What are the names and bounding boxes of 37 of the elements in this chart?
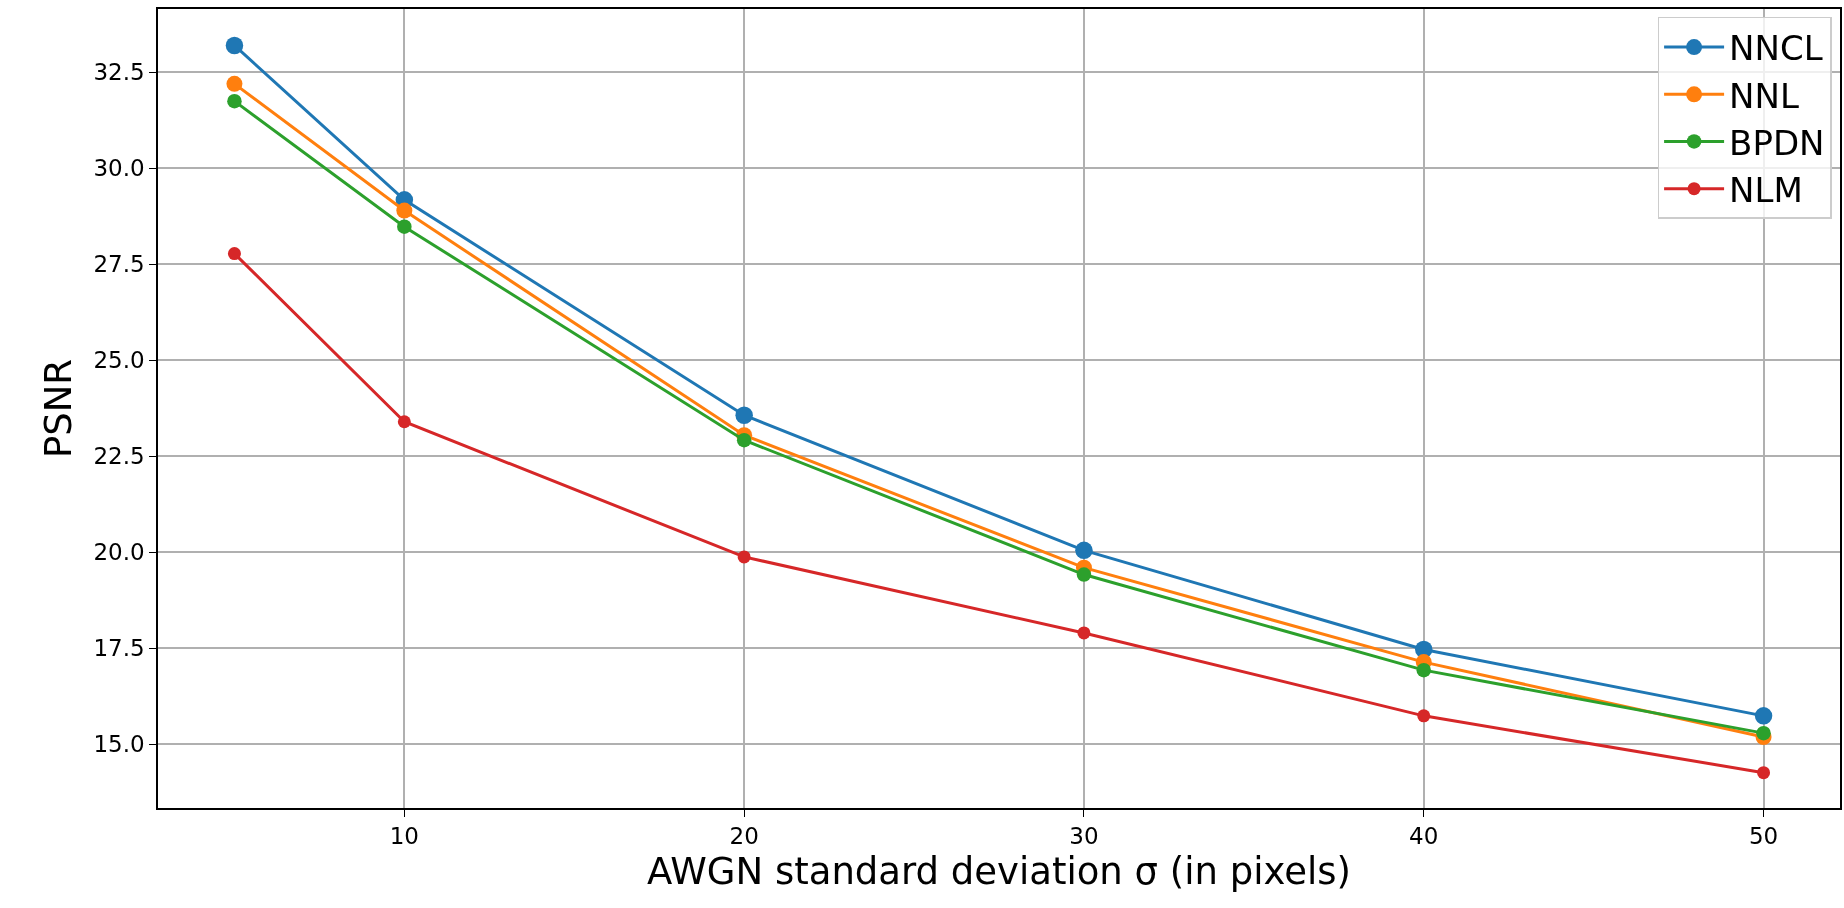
point [226,75,243,92]
y-tick-label: 27.5 [93,251,145,278]
y-tick-label: 32.5 [93,59,145,86]
y-tick-label: 30.0 [93,155,145,182]
point [396,202,413,219]
y-tick-label: 15.0 [93,731,145,758]
point [1416,662,1431,678]
point [1075,541,1093,560]
legend-label: BPDN [1729,122,1825,163]
point [1756,725,1771,741]
point [397,415,411,429]
x-axis-title: AWGN standard deviation σ (in pixels) [646,850,1352,894]
x-tick-label: 20 [729,823,759,850]
y-tick-label: 17.5 [93,635,145,662]
point [736,432,752,448]
point [1754,707,1773,725]
y-axis-title: PSNR [37,358,81,459]
point [225,36,244,55]
point [735,406,753,424]
y-tick-label: 20.0 [93,539,145,566]
point [227,93,242,109]
x-tick-label: 50 [1748,823,1779,850]
legend-label: NLM [1729,169,1803,210]
point [737,550,751,564]
legend-label: NNL [1729,75,1799,116]
y-tick-label: 22.5 [93,443,145,470]
x-tick-label: 10 [389,823,419,850]
point [227,247,241,261]
point [1417,709,1431,723]
point [1077,626,1091,640]
point [397,219,412,234]
legend-label: NNCL [1729,28,1823,69]
x-tick-label: 30 [1069,823,1099,850]
point [1757,766,1771,780]
x-tick-label: 40 [1409,823,1439,850]
point [1076,567,1092,582]
y-tick-label: 25.0 [93,347,145,374]
